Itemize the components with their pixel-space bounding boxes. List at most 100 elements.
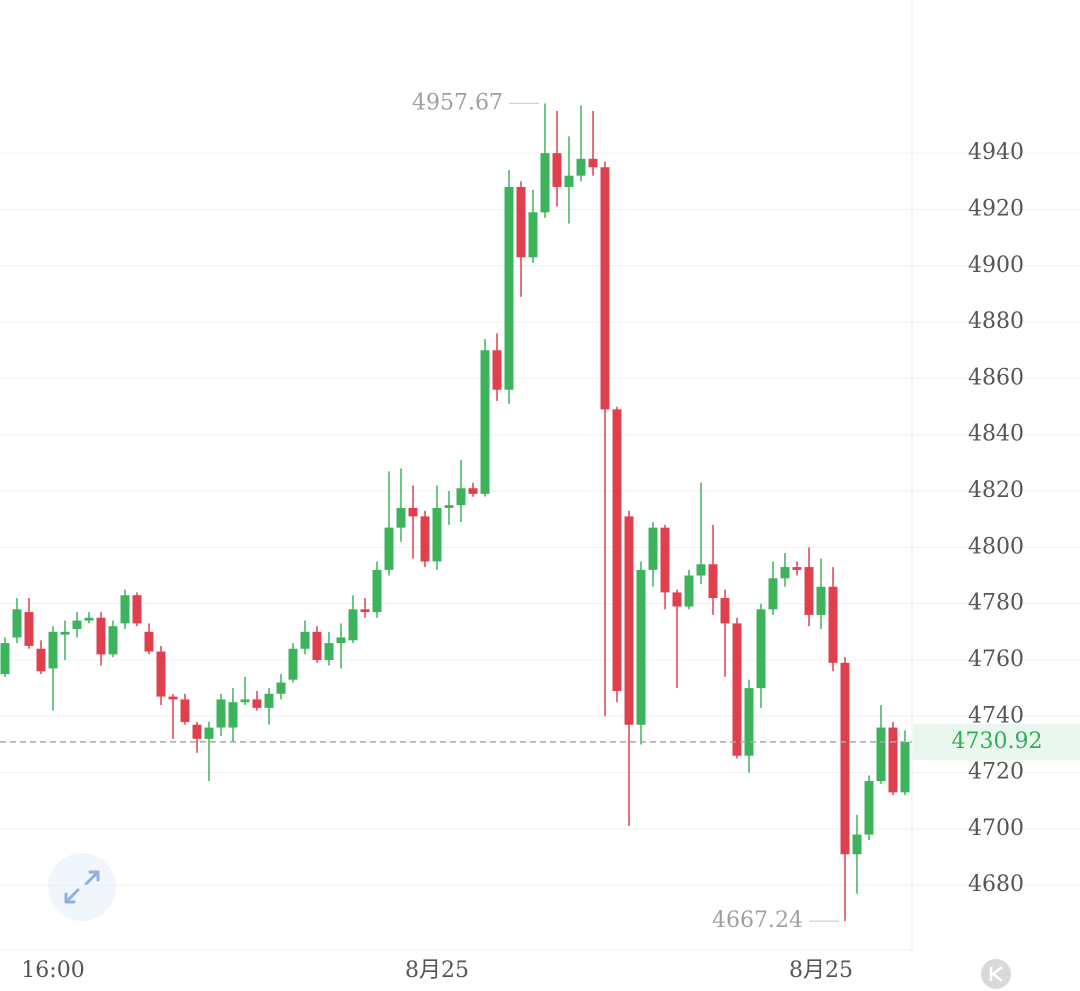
y-tick-label: 4840: [968, 422, 1024, 447]
candle-body: [204, 727, 214, 739]
y-tick-label: 4760: [968, 647, 1024, 672]
candle-body: [528, 212, 538, 258]
candle-body: [360, 609, 370, 613]
candle-body: [576, 158, 586, 176]
candle-body: [840, 662, 850, 855]
candle-body: [24, 612, 34, 646]
candle-body: [300, 631, 310, 649]
candle-body: [804, 567, 814, 615]
candle-body: [312, 631, 322, 660]
candle-body: [288, 648, 298, 680]
candle-body: [732, 623, 742, 756]
current-price-box: [913, 723, 1080, 760]
candle-body: [432, 507, 442, 562]
candle-body: [696, 564, 706, 576]
max-label: 4957.67: [412, 90, 503, 115]
candle-body: [780, 567, 790, 579]
candle-body: [60, 631, 70, 635]
candle-body: [612, 409, 622, 691]
candle-body: [324, 643, 334, 660]
expand-icon[interactable]: [64, 870, 100, 904]
x-tick-label: 16:00: [21, 958, 84, 983]
candle-body: [540, 153, 550, 213]
k-bg[interactable]: [981, 959, 1011, 989]
candle-body: [888, 727, 898, 793]
candle-body: [660, 527, 670, 593]
candle-body: [384, 527, 394, 570]
candle-body: [600, 167, 610, 410]
x-tick-label: 8月25: [789, 958, 853, 983]
candle-body: [636, 569, 646, 725]
candle-body: [72, 620, 82, 630]
candle-body: [372, 569, 382, 613]
candle-body: [588, 158, 598, 168]
candle-body: [192, 724, 202, 739]
candle-body: [720, 598, 730, 624]
candle-body: [516, 186, 526, 258]
candle-body: [336, 637, 346, 644]
candle-body: [180, 699, 190, 722]
candle-body: [48, 631, 58, 669]
y-tick-label: 4820: [968, 478, 1024, 503]
candle-body: [708, 564, 718, 599]
candle-body: [144, 631, 154, 652]
y-tick-label: 4800: [968, 534, 1024, 559]
candle-body: [252, 699, 262, 708]
candle-body: [768, 578, 778, 610]
candle-body: [552, 153, 562, 187]
candle-body: [396, 507, 406, 528]
candle-body: [828, 586, 838, 663]
k-icon[interactable]: [989, 966, 1003, 982]
y-tick-label: 4680: [968, 872, 1024, 897]
candle-body: [12, 609, 22, 638]
candle-body: [672, 592, 682, 607]
candle-body: [480, 350, 490, 494]
candle-body: [684, 575, 694, 607]
candle-body: [744, 688, 754, 756]
y-tick-label: 4880: [968, 309, 1024, 334]
candle-body: [624, 516, 634, 725]
candle-body: [864, 781, 874, 835]
candle-body: [468, 488, 478, 494]
candle-body: [276, 682, 286, 694]
candle-body: [792, 567, 802, 570]
candle-body: [120, 595, 130, 624]
candle-body: [756, 609, 766, 689]
candle-body: [816, 586, 826, 615]
candle-body: [228, 702, 238, 728]
candle-body: [348, 609, 358, 641]
candle-body: [876, 727, 886, 782]
candle-body: [168, 696, 178, 700]
expand-bg[interactable]: [48, 853, 116, 921]
min-label: 4667.24: [712, 908, 803, 933]
candle-body: [84, 617, 94, 621]
candle-body: [852, 834, 862, 855]
candle-body: [492, 350, 502, 390]
candle-body: [564, 175, 574, 187]
x-tick-label: 8月25: [405, 958, 469, 983]
current-price-label: 4730.92: [952, 729, 1043, 754]
y-tick-label: 4900: [968, 253, 1024, 278]
y-tick-label: 4780: [968, 591, 1024, 616]
candle-body: [648, 527, 658, 570]
y-tick-label: 4700: [968, 816, 1024, 841]
candle-body: [900, 741, 910, 793]
k-button[interactable]: [981, 959, 1011, 989]
candle-body: [504, 186, 514, 390]
candle-body: [108, 626, 118, 655]
y-tick-label: 4860: [968, 365, 1024, 390]
candle-body: [216, 699, 226, 728]
candle-body: [420, 516, 430, 562]
expand-button[interactable]: [48, 853, 116, 921]
y-tick-label: 4920: [968, 196, 1024, 221]
candle-body: [156, 651, 166, 697]
candle-body: [240, 699, 250, 703]
y-tick-label: 4720: [968, 760, 1024, 785]
y-tick-label: 4940: [968, 140, 1024, 165]
candle-body: [96, 617, 106, 655]
candle-body: [264, 693, 274, 708]
candle-body: [36, 648, 46, 672]
candle-body: [456, 488, 466, 506]
candle-body: [0, 643, 10, 675]
